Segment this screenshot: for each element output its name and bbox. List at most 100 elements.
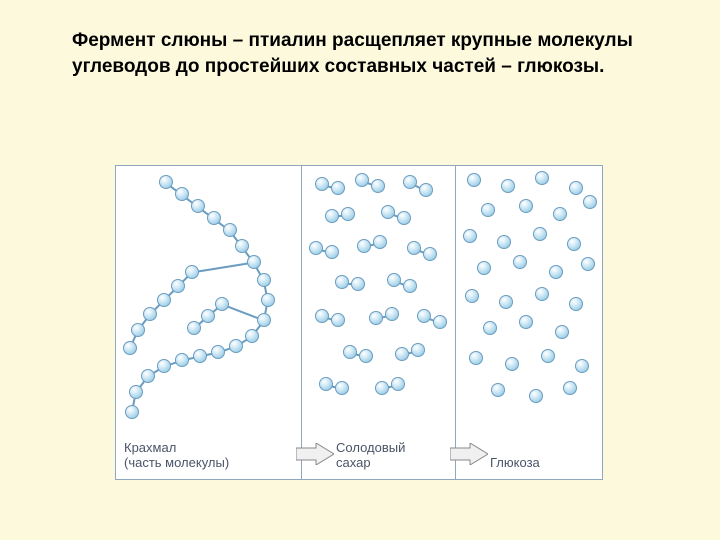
molecule-icon [581,257,595,271]
molecule-icon [417,309,431,323]
molecule-icon [549,265,563,279]
molecule-icon [175,187,189,201]
molecule-icon [465,289,479,303]
molecule-icon [501,179,515,193]
molecule-icon [497,235,511,249]
molecule-icon [505,357,519,371]
molecule-icon [423,247,437,261]
molecule-icon [187,321,201,335]
molecule-icon [553,207,567,221]
molecule-icon [381,205,395,219]
molecule-icon [397,211,411,225]
molecule-icon [541,349,555,363]
molecule-icon [331,181,345,195]
molecule-icon [513,255,527,269]
molecule-icon [373,235,387,249]
molecule-icon [215,297,229,311]
molecule-icon [315,309,329,323]
molecule-icon [229,339,243,353]
molecule-icon [159,175,173,189]
molecule-icon [519,315,533,329]
molecule-icon [125,405,139,419]
molecule-icon [467,173,481,187]
panel-maltose: Солодовый сахар [302,166,456,479]
molecule-icon [563,381,577,395]
molecule-icon [483,321,497,335]
molecule-icon [403,175,417,189]
molecule-icon [403,279,417,293]
molecule-icon [157,293,171,307]
molecule-icon [201,309,215,323]
molecule-icon [257,313,271,327]
molecule-icon [469,351,483,365]
molecule-icon [357,239,371,253]
molecule-icon [411,343,425,357]
panel-label-starch: Крахмал (часть молекулы) [124,440,229,471]
molecule-icon [245,329,259,343]
molecule-icon [533,227,547,241]
molecule-icon [331,313,345,327]
molecule-icon [395,347,409,361]
molecule-icon [519,199,533,213]
molecule-icon [555,325,569,339]
arrow-right-icon [450,443,488,465]
molecule-icon [369,311,383,325]
molecule-icon [535,287,549,301]
molecule-icon [175,353,189,367]
enzyme-diagram: Крахмал (часть молекулы) Солодовый сахар Г… [115,165,603,480]
molecule-icon [407,241,421,255]
bond-line [192,262,254,273]
molecule-icon [319,377,333,391]
molecule-icon [391,377,405,391]
molecule-icon [141,369,155,383]
molecule-icon [491,383,505,397]
molecule-icon [325,209,339,223]
molecule-icon [569,297,583,311]
panel-label-maltose: Солодовый сахар [336,440,405,471]
molecule-icon [499,295,513,309]
molecule-icon [143,307,157,321]
molecule-icon [375,381,389,395]
molecule-icon [535,171,549,185]
arrow-right-icon [296,443,334,465]
molecule-icon [569,181,583,195]
molecule-icon [185,265,199,279]
molecule-icon [157,359,171,373]
page-title: Фермент слюны – птиалин расщепляет крупн… [72,28,652,79]
molecule-icon [191,199,205,213]
molecule-icon [355,173,369,187]
molecule-icon [223,223,237,237]
molecule-icon [477,261,491,275]
molecule-icon [315,177,329,191]
molecule-icon [247,255,261,269]
molecule-icon [387,273,401,287]
molecule-icon [211,345,225,359]
molecule-icon [131,323,145,337]
molecule-icon [433,315,447,329]
molecule-icon [529,389,543,403]
molecule-icon [129,385,143,399]
molecule-icon [261,293,275,307]
molecule-icon [193,349,207,363]
molecule-icon [463,229,477,243]
molecule-icon [207,211,221,225]
molecule-icon [419,183,433,197]
molecule-icon [351,277,365,291]
molecule-icon [481,203,495,217]
molecule-icon [371,179,385,193]
molecule-icon [257,273,271,287]
molecule-icon [359,349,373,363]
panel-starch: Крахмал (часть молекулы) [116,166,302,479]
molecule-icon [309,241,323,255]
molecule-icon [235,239,249,253]
molecule-icon [341,207,355,221]
molecule-icon [583,195,597,209]
molecule-icon [335,381,349,395]
panel-label-glucose: Глюкоза [490,455,540,471]
molecule-icon [575,359,589,373]
molecule-icon [123,341,137,355]
molecule-icon [385,307,399,321]
panel-glucose: Глюкоза [456,166,604,479]
molecule-icon [335,275,349,289]
molecule-icon [567,237,581,251]
